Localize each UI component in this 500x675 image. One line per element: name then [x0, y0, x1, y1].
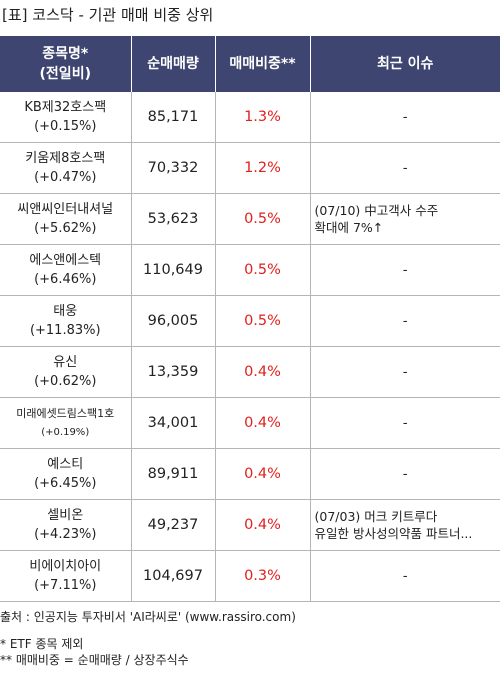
recent-issue-text: - [402, 364, 408, 380]
stock-cell: KB제32호스팩 (+0.15%) [0, 92, 131, 143]
stock-change: (+0.62%) [34, 374, 97, 389]
stock-change: (+0.47%) [34, 170, 97, 185]
table-row: 비에이치아이 (+7.11%) 104,697 0.3% - [0, 550, 500, 602]
stock-change: (+5.62%) [34, 221, 97, 236]
stock-cell: 유신 (+0.62%) [0, 346, 131, 398]
trade-ratio: 0.5% [214, 244, 310, 296]
stock-cell: 미래에셋드림스팩1호 (+0.19%) [0, 397, 131, 449]
stock-change: (+0.19%) [41, 427, 90, 438]
table-row: 키움제8호스팩 (+0.47%) 70,332 1.2% - [0, 142, 500, 194]
table-row: 씨앤씨인터내셔널 (+5.62%) 53,623 0.5% (07/10) 中고객사 수… [0, 193, 500, 245]
table-row: 유신 (+0.62%) 13,359 0.4% - [0, 346, 500, 398]
stock-change: (+7.11%) [34, 578, 97, 593]
trade-ratio: 0.4% [214, 346, 310, 398]
trade-ratio: 0.5% [214, 193, 310, 245]
stock-cell: 씨앤씨인터내셔널 (+5.62%) [0, 193, 131, 245]
recent-issue: (07/10) 中고객사 수주 확대에 7%↑ [309, 193, 500, 245]
recent-issue: (07/03) 머크 키트루다 유일한 방사성의약품 파트너... [309, 499, 500, 551]
header-ratio: 매매비중** [214, 36, 310, 92]
net-volume: 104,697 [130, 550, 215, 602]
stock-name: 씨앤씨인터내셔널 [17, 202, 114, 217]
recent-issue-text: - [402, 313, 408, 329]
institution-trading-table: 종목명* (전일비) 순매매량 매매비중** 최근 이슈 KB제32호스팩 (+0… [0, 36, 500, 602]
recent-issue: - [309, 448, 500, 500]
stock-change: (+6.46%) [34, 272, 97, 287]
header-volume: 순매매량 [130, 36, 215, 92]
net-volume: 85,171 [130, 92, 215, 143]
stock-name: 비에이치아이 [29, 559, 102, 574]
trade-ratio: 0.4% [214, 499, 310, 551]
stock-name: 키움제8호스팩 [25, 151, 106, 166]
stock-name: 에스앤에스텍 [29, 253, 102, 268]
footer-source: 출처 : 인공지능 투자비서 'AI라씨로' (www.rassiro.com) [0, 610, 296, 624]
stock-cell: 예스티 (+6.45%) [0, 448, 131, 500]
trade-ratio: 0.5% [214, 295, 310, 347]
trade-ratio: 0.4% [214, 397, 310, 449]
recent-issue-text: (07/03) 머크 키트루다 유일한 방사성의약품 파트너... [314, 509, 473, 541]
recent-issue-text: - [402, 109, 408, 125]
trade-ratio: 1.3% [214, 92, 310, 143]
recent-issue-text: - [402, 568, 408, 584]
table-header-row: 종목명* (전일비) 순매매량 매매비중** 최근 이슈 [0, 36, 500, 92]
table-row: 셀비온 (+4.23%) 49,237 0.4% (07/03) 머크 키트루다 유일한… [0, 499, 500, 551]
footer-note-ratio: ** 매매비중 = 순매매량 / 상장주식수 [0, 653, 189, 667]
table-row: 예스티 (+6.45%) 89,911 0.4% - [0, 448, 500, 500]
stock-change: (+6.45%) [34, 476, 97, 491]
table-row: 미래에셋드림스팩1호 (+0.19%) 34,001 0.4% - [0, 397, 500, 449]
recent-issue-text: (07/10) 中고객사 수주 확대에 7%↑ [314, 203, 439, 235]
stock-name: 태웅 [53, 304, 78, 319]
stock-name: KB제32호스팩 [24, 100, 107, 115]
stock-name: 셀비온 [47, 508, 84, 523]
stock-change: (+11.83%) [29, 323, 101, 338]
net-volume: 96,005 [130, 295, 215, 347]
trade-ratio: 1.2% [214, 142, 310, 194]
trade-ratio: 0.3% [214, 550, 310, 602]
stock-name: 미래에셋드림스팩1호 [16, 407, 115, 420]
net-volume: 70,332 [130, 142, 215, 194]
stock-cell: 에스앤에스텍 (+6.46%) [0, 244, 131, 296]
recent-issue-text: - [402, 160, 408, 176]
header-name: 종목명* (전일비) [0, 36, 131, 92]
recent-issue: - [309, 142, 500, 194]
trade-ratio: 0.4% [214, 448, 310, 500]
recent-issue: - [309, 550, 500, 602]
net-volume: 49,237 [130, 499, 215, 551]
recent-issue-text: - [402, 262, 408, 278]
stock-change: (+0.15%) [34, 119, 97, 134]
stock-name: 예스티 [47, 457, 84, 472]
net-volume: 13,359 [130, 346, 215, 398]
stock-cell: 셀비온 (+4.23%) [0, 499, 131, 551]
recent-issue: - [309, 295, 500, 347]
stock-cell: 태웅 (+11.83%) [0, 295, 131, 347]
page-title: [표] 코스닥 - 기관 매매 비중 상위 [2, 6, 214, 24]
net-volume: 89,911 [130, 448, 215, 500]
net-volume: 110,649 [130, 244, 215, 296]
header-issue: 최근 이슈 [309, 36, 500, 92]
recent-issue: - [309, 346, 500, 398]
footer-note-etf: * ETF 종목 제외 [0, 637, 84, 651]
recent-issue: - [309, 397, 500, 449]
stock-name: 유신 [53, 355, 78, 370]
net-volume: 34,001 [130, 397, 215, 449]
table-row: 태웅 (+11.83%) 96,005 0.5% - [0, 295, 500, 347]
stock-cell: 키움제8호스팩 (+0.47%) [0, 142, 131, 194]
stock-change: (+4.23%) [34, 527, 97, 542]
recent-issue: - [309, 244, 500, 296]
table-row: KB제32호스팩 (+0.15%) 85,171 1.3% - [0, 92, 500, 143]
table-row: 에스앤에스텍 (+6.46%) 110,649 0.5% - [0, 244, 500, 296]
recent-issue-text: - [402, 466, 408, 482]
recent-issue-text: - [402, 415, 408, 431]
stock-cell: 비에이치아이 (+7.11%) [0, 550, 131, 602]
recent-issue: - [309, 92, 500, 143]
net-volume: 53,623 [130, 193, 215, 245]
